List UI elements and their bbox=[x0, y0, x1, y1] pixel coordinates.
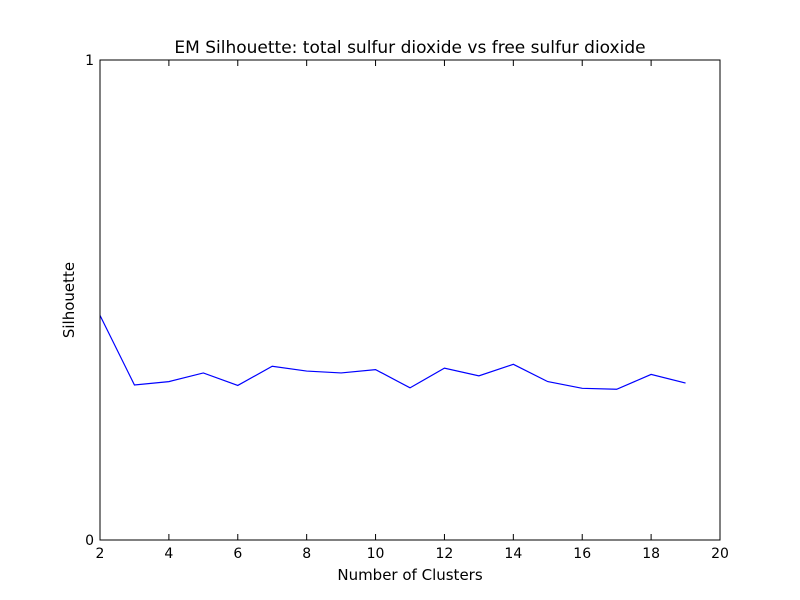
x-tick-label: 8 bbox=[302, 546, 311, 562]
x-tick-label: 2 bbox=[96, 546, 105, 562]
chart-title: EM Silhouette: total sulfur dioxide vs f… bbox=[174, 38, 645, 58]
x-tick-label: 4 bbox=[164, 546, 173, 562]
plot-frame bbox=[99, 59, 721, 541]
x-tick-label: 12 bbox=[436, 546, 454, 562]
x-axis-label: Number of Clusters bbox=[337, 566, 482, 584]
plot-area bbox=[99, 315, 686, 390]
y-tick-label: 1 bbox=[85, 53, 94, 69]
x-tick-label: 16 bbox=[573, 546, 591, 562]
x-tick-label: 20 bbox=[711, 546, 729, 562]
y-axis-label: Silhouette bbox=[60, 262, 78, 338]
x-tick-label: 10 bbox=[367, 546, 385, 562]
x-tick-label: 14 bbox=[504, 546, 522, 562]
series-line bbox=[99, 315, 686, 390]
x-tick-label: 6 bbox=[233, 546, 242, 562]
axis-ticks: 2 4 6 8 10 12 14 16 18 20 0 1 bbox=[85, 53, 729, 562]
y-tick-label: 0 bbox=[85, 533, 94, 549]
x-tick-label: 18 bbox=[642, 546, 660, 562]
